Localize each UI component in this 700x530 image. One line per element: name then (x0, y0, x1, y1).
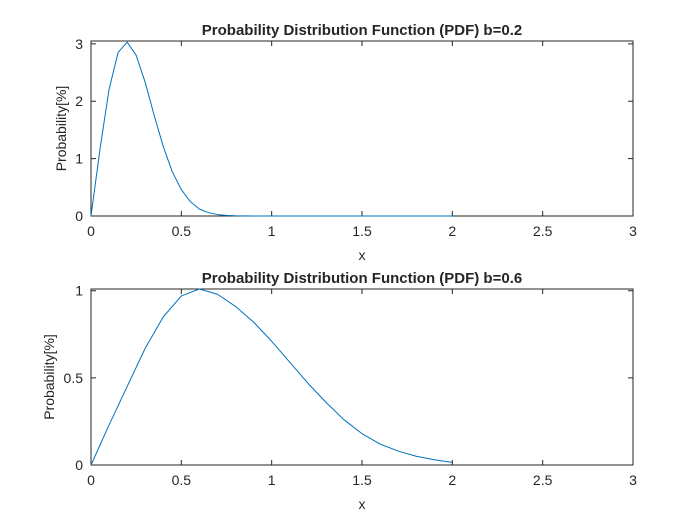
chart-1-xtick-label: 3 (629, 223, 637, 239)
chart-1-ytick-label: 2 (75, 93, 83, 109)
chart-2-title: Probability Distribution Function (PDF) … (202, 270, 522, 287)
chart-2-xtick-label: 0 (87, 472, 95, 488)
chart-1-xlabel: x (359, 247, 366, 263)
chart-2-ytick-label: 0 (75, 457, 83, 473)
chart-1-axes-box (90, 40, 634, 217)
chart-1-ytick-label: 1 (75, 151, 83, 167)
chart-1-xtick-label: 2 (448, 223, 456, 239)
chart-2-xtick-label: 2 (448, 472, 456, 488)
chart-2-xlabel: x (359, 496, 366, 512)
chart-1-xtick-label: 1 (268, 223, 276, 239)
chart-1-xtick-label: 2.5 (533, 223, 553, 239)
chart-2-ylabel: Probability[%] (41, 334, 57, 420)
chart-1-series-line-1 (90, 41, 453, 217)
chart-2-series-line-1 (90, 288, 453, 466)
chart-1-title: Probability Distribution Function (PDF) … (202, 22, 522, 39)
chart-2-ytick-label: 1 (75, 283, 83, 299)
chart-1-ytick-label: 3 (75, 36, 83, 52)
chart-1-xtick-label: 0 (87, 223, 95, 239)
chart-2-xtick-label: 2.5 (533, 472, 553, 488)
chart-2-xtick-label: 0.5 (172, 472, 192, 488)
chart-1-xtick-label: 1.5 (352, 223, 372, 239)
chart-2-xtick-label: 1 (268, 472, 276, 488)
chart-1-ylabel: Probability[%] (53, 86, 69, 172)
chart-1-xtick-label: 0.5 (172, 223, 192, 239)
chart-2-xtick-label: 3 (629, 472, 637, 488)
chart-2-xtick-label: 1.5 (352, 472, 372, 488)
chart-2-ytick-label: 0.5 (64, 370, 84, 386)
chart-2-axes-box (90, 288, 634, 466)
chart-1-ytick-label: 0 (75, 208, 83, 224)
